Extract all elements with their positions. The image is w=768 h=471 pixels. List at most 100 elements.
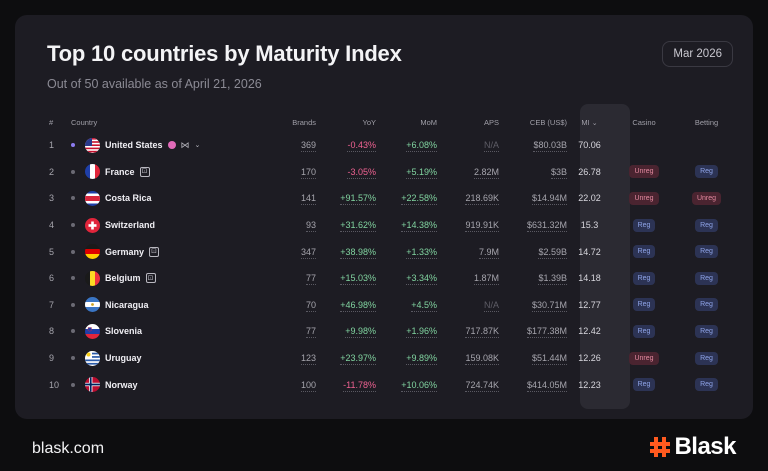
details-box-icon[interactable]: ⊡: [149, 246, 160, 257]
page-title: Top 10 countries by Maturity Index: [47, 41, 402, 66]
col-header-yoy[interactable]: YoY: [362, 117, 377, 127]
mom-value: +3.34%: [406, 273, 437, 286]
betting-status-badge: Reg: [695, 271, 718, 285]
blask-logo: Blask: [650, 433, 736, 461]
flag-be-icon: [85, 270, 100, 286]
table-row[interactable]: 9 Uruguay 123 +23.97% +9.89% 159.08K $51.44M 12…: [37, 345, 737, 372]
flag-si-icon: [85, 323, 100, 339]
betting-status-badge: Reg: [695, 165, 718, 179]
country-cell[interactable]: Switzerland: [71, 212, 241, 239]
table-row[interactable]: 8 Slovenia 77 +9.98% +1.96% 717.87K $177.38M 12…: [37, 318, 737, 345]
flag-cr-icon: [85, 190, 100, 206]
betting-status-badge: Reg: [695, 351, 718, 365]
col-header-aps[interactable]: APS: [483, 117, 499, 127]
casino-cell: Unreg: [612, 159, 676, 186]
row-bullet: [71, 223, 75, 228]
flag-fr-icon: [85, 164, 100, 180]
aps-value: 218.69K: [465, 193, 499, 206]
footer-domain[interactable]: blask.com: [32, 440, 105, 457]
casino-cell: Reg: [612, 292, 676, 319]
mi-value: 70.06: [578, 140, 601, 151]
col-header-brands[interactable]: Brands: [292, 117, 316, 127]
casino-status-badge: Unreg: [629, 165, 659, 179]
casino-status-badge: Reg: [632, 271, 656, 285]
betting-status-badge: Reg: [695, 245, 718, 259]
mom-value: +1.96%: [406, 326, 437, 339]
casino-status-badge: Reg: [632, 324, 656, 338]
hash-logo-icon: [650, 436, 671, 458]
betting-cell: Reg: [676, 238, 737, 265]
aps-value: 1.87M: [473, 273, 499, 286]
row-bullet: [71, 249, 75, 254]
details-box-icon[interactable]: ⊡: [139, 166, 150, 177]
brands-value: 123: [300, 353, 316, 366]
mi-value: 12.23: [578, 379, 601, 390]
table-row[interactable]: 10 Norway 100 -11.78% +10.06% 724.74K $414.05M…: [37, 371, 737, 398]
country-name: Germany: [105, 246, 145, 257]
country-cell[interactable]: Belgium ⊡: [71, 265, 241, 292]
country-cell[interactable]: United States ⋈ ⌄: [71, 132, 241, 159]
countries-table: # Country Brands YoY MoM APS CEB (US$) M…: [37, 112, 737, 398]
country-cell[interactable]: Uruguay: [71, 345, 241, 372]
table-row[interactable]: 1 United States ⋈ ⌄ 369 -0.43% +6.08% N/A $80.03…: [37, 132, 737, 159]
table-row[interactable]: 7 Nicaragua 70 +46.98% +4.5% N/A $30.71M 12.77 R…: [37, 292, 737, 319]
aps-value: N/A: [483, 140, 499, 153]
mi-value: 12.26: [578, 353, 601, 364]
table-row[interactable]: 4 Switzerland 93 +31.62% +14.38% 919.91K $631.…: [37, 212, 737, 239]
country-name: Slovenia: [105, 326, 143, 337]
row-bullet: [71, 276, 75, 281]
col-header-country[interactable]: Country: [71, 117, 98, 127]
betting-cell: Reg: [676, 318, 737, 345]
rank-cell: 4: [49, 220, 55, 231]
country-cell[interactable]: Germany ⊡: [71, 238, 241, 265]
chevron-down-icon[interactable]: ⌄: [194, 142, 201, 150]
rank-cell: 2: [49, 166, 55, 177]
mi-column-highlight: [580, 104, 630, 409]
betting-status-badge: Reg: [695, 324, 718, 338]
table-row[interactable]: 2 France ⊡ 170 -3.05% +5.19% 2.82M $3B 26.78 Unre…: [37, 159, 737, 186]
aps-value: 717.87K: [465, 326, 499, 339]
mom-value: +10.06%: [401, 379, 437, 392]
table-row[interactable]: 6 Belgium ⊡ 77 +15.03% +3.34% 1.87M $1.39B 14.18…: [37, 265, 737, 292]
country-cell[interactable]: Nicaragua: [71, 292, 241, 319]
mom-value: +5.19%: [406, 166, 437, 179]
aps-value: N/A: [483, 299, 499, 312]
col-header-mom[interactable]: MoM: [420, 117, 437, 127]
betting-cell: Reg: [676, 371, 737, 398]
mom-value: +1.33%: [406, 246, 437, 259]
col-header-betting[interactable]: Betting: [694, 117, 719, 127]
flag-de-icon: [85, 244, 100, 260]
row-bullet: [71, 356, 75, 361]
casino-status-badge: Unreg: [629, 351, 659, 365]
yoy-value: +38.98%: [340, 246, 376, 259]
mi-value: 14.72: [578, 246, 601, 257]
period-selector-button[interactable]: Mar 2026: [662, 41, 733, 67]
casino-cell: Reg: [612, 318, 676, 345]
casino-cell: Reg: [612, 371, 676, 398]
country-cell[interactable]: Norway: [71, 371, 241, 398]
aps-value: 919.91K: [465, 220, 499, 233]
details-box-icon[interactable]: ⊡: [145, 273, 156, 284]
yoy-value: +23.97%: [340, 353, 376, 366]
country-cell[interactable]: Slovenia: [71, 318, 241, 345]
table-row[interactable]: 5 Germany ⊡ 347 +38.98% +1.33% 7.9M $2.59B 14.72…: [37, 238, 737, 265]
brands-value: 170: [300, 166, 316, 179]
col-header-ceb[interactable]: CEB (US$): [529, 117, 567, 127]
brands-value: 93: [305, 220, 316, 233]
aps-value: 2.82M: [473, 166, 499, 179]
brands-value: 141: [300, 193, 316, 206]
row-bullet: [71, 329, 75, 334]
country-cell[interactable]: Costa Rica: [71, 185, 241, 212]
table-row[interactable]: 3 Costa Rica 141 +91.57% +22.58% 218.69K $14.9…: [37, 185, 737, 212]
yoy-value: +91.57%: [340, 193, 376, 206]
country-cell[interactable]: France ⊡: [71, 159, 241, 186]
ceb-value: $1.39B: [538, 273, 567, 286]
row-bullet: [71, 143, 75, 148]
ceb-value: $631.32M: [526, 220, 567, 233]
col-header-mi[interactable]: MI ⌄: [567, 112, 612, 132]
ceb-value: $3B: [550, 166, 567, 179]
share-icon[interactable]: ⋈: [180, 139, 190, 150]
brands-value: 77: [305, 326, 316, 339]
col-header-casino[interactable]: Casino: [632, 117, 656, 127]
casino-status-badge: Reg: [632, 298, 656, 312]
